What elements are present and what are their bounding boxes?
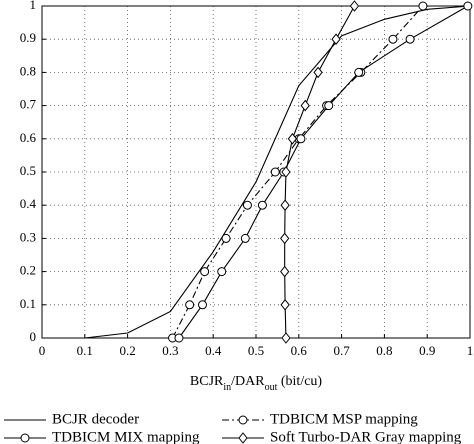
y-tick-label: 0.5	[20, 163, 36, 178]
x-tick-label: 0.7	[333, 343, 350, 358]
x-tick-label: 0	[39, 343, 46, 358]
point-marker	[221, 233, 231, 243]
y-tick-label: 0.6	[20, 130, 37, 145]
x-tick-label: 0.3	[162, 343, 178, 358]
y-tick-label: 0.9	[20, 30, 36, 45]
point-marker	[463, 1, 473, 11]
plot-frame	[41, 5, 471, 339]
series-line	[42, 5, 471, 339]
x-tick-label: 0.5	[248, 343, 264, 358]
point-marker	[388, 34, 398, 44]
point-marker	[296, 134, 306, 144]
x-axis-label-part: /DAR	[231, 374, 265, 389]
x-tick-label: 1	[467, 343, 474, 358]
y-tick-label: 0	[30, 329, 37, 344]
y-tick-label: 0.8	[20, 63, 36, 78]
legend-label: TDBICM MIX mapping	[52, 429, 200, 444]
x-tick-label: 0.1	[77, 343, 93, 358]
y-tick-label: 0.7	[20, 97, 37, 112]
x-tick-label: 0.8	[376, 343, 392, 358]
y-tick-label: 1	[30, 0, 37, 12]
point-marker	[280, 199, 290, 212]
point-marker	[280, 298, 290, 311]
point-marker	[313, 66, 323, 79]
point-marker	[257, 200, 267, 210]
point-marker	[240, 233, 250, 243]
x-axis-label-part: BCJR	[190, 374, 224, 389]
y-tick-label: 0.2	[20, 263, 36, 278]
point-marker	[198, 300, 207, 310]
point-marker	[242, 200, 252, 210]
point-marker	[349, 0, 360, 12]
series-line	[284, 5, 355, 339]
point-marker	[217, 267, 227, 277]
point-marker	[324, 101, 334, 111]
y-tick-label: 0.3	[20, 229, 36, 244]
x-tick-label: 0.2	[119, 343, 135, 358]
legend-marker	[238, 432, 248, 444]
point-marker	[287, 132, 298, 145]
point-marker	[281, 332, 291, 344]
y-tick-label: 0.4	[20, 196, 37, 211]
point-marker	[281, 166, 291, 178]
point-marker	[300, 99, 310, 112]
point-marker	[280, 265, 290, 278]
legend-marker	[20, 433, 30, 443]
point-marker	[354, 67, 364, 77]
legend-label: BCJR decoder	[52, 411, 139, 427]
legend-label: Soft Turbo-DAR Gray mapping	[270, 429, 462, 444]
point-marker	[270, 167, 280, 177]
x-tick-label: 0.4	[205, 343, 222, 358]
x-axis-label-part: out	[265, 382, 278, 393]
point-marker	[418, 1, 428, 11]
x-axis-label-part: (bit/cu)	[277, 374, 322, 389]
legend-label: TDBICM MSP mapping	[270, 411, 418, 427]
point-marker	[331, 33, 341, 46]
point-marker	[405, 34, 415, 44]
point-marker	[174, 333, 184, 343]
x-axis-label: BCJRin/DARout (bit/cu)	[190, 374, 323, 393]
x-tick-label: 0.9	[419, 343, 435, 358]
point-marker	[280, 232, 290, 245]
point-marker	[200, 267, 210, 277]
y-tick-label: 0.1	[20, 296, 36, 311]
x-axis-label-part: in	[223, 382, 231, 393]
point-marker	[185, 300, 195, 310]
x-tick-label: 0.6	[291, 343, 308, 358]
legend-marker	[238, 415, 248, 425]
